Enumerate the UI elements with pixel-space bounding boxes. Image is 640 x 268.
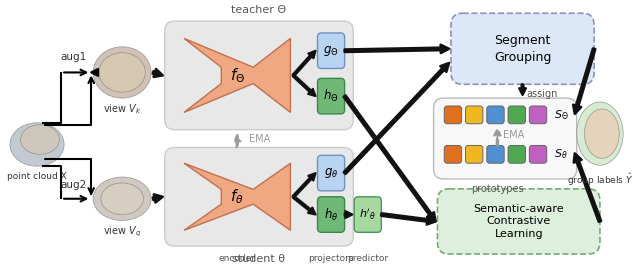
Text: prototypes: prototypes [471,184,524,194]
Text: Segment
Grouping: Segment Grouping [494,34,551,64]
Text: teacher Θ: teacher Θ [232,5,287,15]
FancyArrowPatch shape [494,129,501,146]
FancyBboxPatch shape [317,155,344,191]
FancyBboxPatch shape [508,106,525,124]
FancyArrowPatch shape [344,95,435,221]
Text: group labels $\hat{Y}$: group labels $\hat{Y}$ [566,171,633,188]
Ellipse shape [93,47,151,98]
FancyArrowPatch shape [381,213,435,225]
FancyArrowPatch shape [574,153,601,222]
FancyArrowPatch shape [292,75,316,96]
FancyArrowPatch shape [344,211,353,218]
FancyBboxPatch shape [465,146,483,163]
FancyArrowPatch shape [91,69,98,76]
FancyBboxPatch shape [487,146,504,163]
FancyArrowPatch shape [292,196,316,215]
Ellipse shape [20,125,60,154]
FancyArrowPatch shape [153,194,163,203]
Text: encoder: encoder [219,254,256,263]
Ellipse shape [584,109,620,158]
Text: EMA: EMA [249,133,270,144]
Polygon shape [184,38,291,112]
Text: $f_\Theta$: $f_\Theta$ [230,66,244,85]
Text: $S_\theta$: $S_\theta$ [554,147,568,161]
Text: $h_\theta$: $h_\theta$ [324,206,338,223]
FancyArrowPatch shape [292,51,316,76]
Text: assign: assign [527,89,558,99]
FancyBboxPatch shape [164,147,353,246]
FancyBboxPatch shape [465,106,483,124]
FancyArrowPatch shape [153,69,163,77]
Text: $g_\Theta$: $g_\Theta$ [323,44,339,58]
Text: view $V_k$: view $V_k$ [103,102,141,116]
FancyBboxPatch shape [508,146,525,163]
FancyArrowPatch shape [573,49,595,114]
Ellipse shape [93,177,151,221]
Text: projectors: projectors [308,254,354,263]
FancyBboxPatch shape [451,13,594,84]
Text: view $V_q$: view $V_q$ [103,224,141,239]
Polygon shape [184,163,291,230]
Text: aug1: aug1 [61,52,87,62]
Text: $h_\Theta$: $h_\Theta$ [323,88,339,104]
Text: predictor: predictor [348,254,388,263]
FancyArrowPatch shape [292,173,316,198]
FancyBboxPatch shape [317,197,344,232]
FancyBboxPatch shape [529,106,547,124]
FancyBboxPatch shape [433,98,577,179]
FancyArrowPatch shape [344,63,449,174]
FancyBboxPatch shape [317,78,344,114]
Text: Semantic-aware
Contrastive
Learning: Semantic-aware Contrastive Learning [474,204,564,239]
Text: $g_\theta$: $g_\theta$ [324,166,338,180]
FancyArrowPatch shape [519,84,526,95]
Ellipse shape [101,183,143,215]
FancyBboxPatch shape [164,21,353,130]
FancyArrowPatch shape [344,45,449,53]
FancyArrowPatch shape [234,135,241,147]
FancyBboxPatch shape [438,189,600,254]
Text: $S_\Theta$: $S_\Theta$ [554,108,569,122]
FancyBboxPatch shape [487,106,504,124]
FancyBboxPatch shape [444,146,461,163]
Text: aug2: aug2 [61,180,87,190]
Ellipse shape [10,123,64,166]
Ellipse shape [99,53,145,92]
Text: student θ: student θ [232,254,285,264]
FancyBboxPatch shape [444,106,461,124]
FancyBboxPatch shape [317,33,344,69]
Ellipse shape [577,102,623,165]
Text: EMA: EMA [503,130,524,140]
FancyBboxPatch shape [355,197,381,232]
Text: $f_\theta$: $f_\theta$ [230,187,244,206]
Text: point cloud X: point cloud X [7,172,67,181]
Text: $h'_\theta$: $h'_\theta$ [359,207,376,222]
FancyBboxPatch shape [529,146,547,163]
